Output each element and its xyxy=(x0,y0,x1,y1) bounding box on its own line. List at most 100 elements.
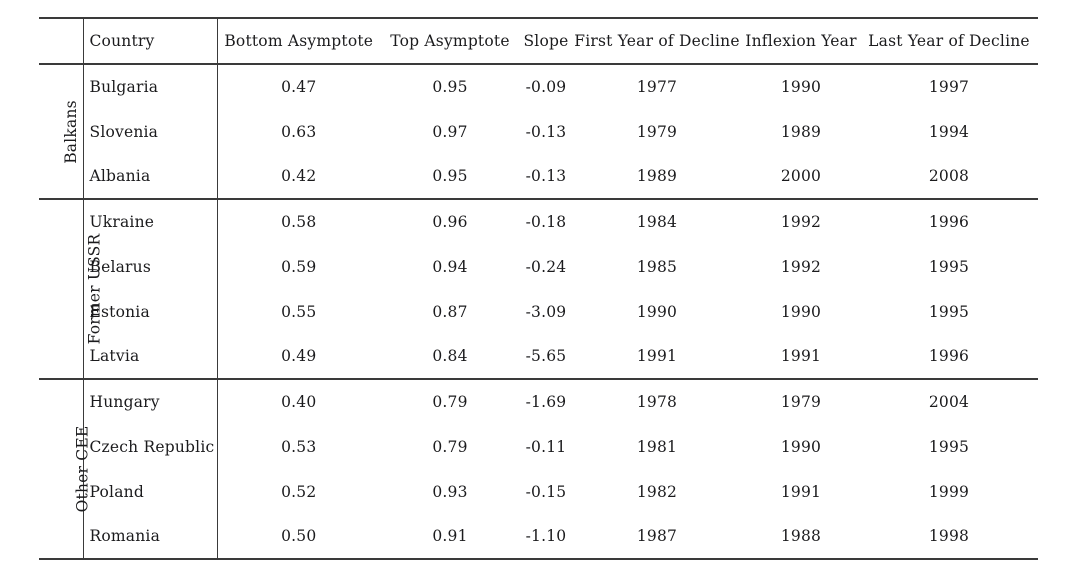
header-last-year-of-decline: Last Year of Decline xyxy=(868,32,1030,50)
cell-first-year-of-decline: 1987 xyxy=(636,527,678,545)
cell-slope: -1.10 xyxy=(525,527,567,545)
cell-last-year-of-decline: 1994 xyxy=(928,122,970,141)
cell-slope: -0.15 xyxy=(525,482,567,501)
table-row: Other CEE Hungary 0.40 0.79 -1.69 1978 1… xyxy=(39,379,1038,559)
cell-top-asymptote: 0.96 xyxy=(432,213,468,231)
cell-last-year-of-decline: 1996 xyxy=(928,347,970,365)
header-slope: Slope xyxy=(523,32,569,50)
cell-slope: -0.11 xyxy=(525,437,567,456)
group-former-ussr: Former USSR Ukraine 0.58 0.96 -0.18 1984… xyxy=(39,199,1038,379)
group-label-text: Other CEE xyxy=(73,425,92,513)
cell-last-year-of-decline: 2004 xyxy=(928,393,970,411)
cell-inflexion-year: 1992 xyxy=(780,213,822,231)
header-top-asymptote: Top Asymptote xyxy=(390,32,510,50)
cell-bottom-asymptote: 0.49 xyxy=(281,347,317,365)
cell-top-asymptote: 0.87 xyxy=(432,302,468,321)
table-row: Czech Republic 0.53 0.79 -0.11 1981 1990… xyxy=(39,424,1038,469)
header-country: Country xyxy=(83,18,218,64)
cell-inflexion-year: 1979 xyxy=(780,393,822,411)
cell-bottom-asymptote: 0.53 xyxy=(281,437,317,456)
table-row: Latvia 0.49 0.84 -5.65 1991 1991 1996 xyxy=(39,334,1038,379)
cell-last-year-of-decline: 1997 xyxy=(928,78,970,96)
group-other-cee: Other CEE Hungary 0.40 0.79 -1.69 1978 1… xyxy=(39,379,1038,559)
cell-top-asymptote: 0.94 xyxy=(432,257,468,276)
cell-top-asymptote: 0.91 xyxy=(432,527,468,545)
cell-last-year-of-decline: 1995 xyxy=(928,257,970,276)
cell-first-year-of-decline: 1977 xyxy=(636,78,678,96)
header-region-spacer xyxy=(39,18,84,64)
table-row: Albania 0.42 0.95 -0.13 1989 2000 2008 xyxy=(39,154,1038,199)
table-row: Romania 0.50 0.91 -1.10 1987 1988 1998 xyxy=(39,514,1038,559)
header-bottom-asymptote: Bottom Asymptote xyxy=(224,32,374,50)
cell-country: Belarus xyxy=(83,244,218,289)
cell-last-year-of-decline: 1996 xyxy=(928,213,970,231)
cell-country: Poland xyxy=(83,469,218,514)
header-inflexion-year: Inflexion Year xyxy=(745,32,857,50)
cell-slope: -5.65 xyxy=(525,347,567,365)
cell-country: Romania xyxy=(83,514,218,559)
cell-slope: -0.09 xyxy=(525,78,567,96)
cell-country: Estonia xyxy=(83,289,218,334)
cell-top-asymptote: 0.79 xyxy=(432,437,468,456)
table-row: Balkans Bulgaria 0.47 0.95 -0.09 1977 19… xyxy=(39,64,1038,199)
cell-bottom-asymptote: 0.50 xyxy=(281,527,317,545)
header-first-year-of-decline: First Year of Decline xyxy=(574,32,740,50)
country-decline-parameters-table: Country Bottom Asymptote Top Asymptote S… xyxy=(39,17,1038,560)
cell-first-year-of-decline: 1981 xyxy=(636,437,678,456)
cell-slope: -1.69 xyxy=(525,393,567,411)
cell-inflexion-year: 1988 xyxy=(780,527,822,545)
cell-country: Latvia xyxy=(83,334,218,379)
cell-country: Bulgaria xyxy=(83,64,218,109)
table-row: Former USSR Ukraine 0.58 0.96 -0.18 1984… xyxy=(39,199,1038,379)
group-label-text: Former USSR xyxy=(85,233,104,345)
group-label-other-cee: Other CEE xyxy=(39,379,91,559)
cell-inflexion-year: 1989 xyxy=(780,122,822,141)
table-row: Estonia 0.55 0.87 -3.09 1990 1990 1995 xyxy=(39,289,1038,334)
cell-inflexion-year: 1991 xyxy=(780,482,822,501)
cell-last-year-of-decline: 1998 xyxy=(928,527,970,545)
cell-country: Ukraine xyxy=(83,199,218,244)
table-row: Poland 0.52 0.93 -0.15 1982 1991 1999 xyxy=(39,469,1038,514)
cell-top-asymptote: 0.97 xyxy=(432,122,468,141)
table-row: Slovenia 0.63 0.97 -0.13 1979 1989 1994 xyxy=(39,109,1038,154)
cell-first-year-of-decline: 1982 xyxy=(636,482,678,501)
header-row: Country Bottom Asymptote Top Asymptote S… xyxy=(39,18,1038,64)
cell-inflexion-year: 1990 xyxy=(780,302,822,321)
cell-slope: -3.09 xyxy=(525,302,567,321)
cell-bottom-asymptote: 0.40 xyxy=(281,393,317,411)
group-label-former-ussr: Former USSR xyxy=(39,199,103,379)
cell-inflexion-year: 1990 xyxy=(780,437,822,456)
cell-country: Slovenia xyxy=(83,109,218,154)
cell-slope: -0.18 xyxy=(525,213,567,231)
cell-bottom-asymptote: 0.55 xyxy=(281,302,317,321)
cell-bottom-asymptote: 0.63 xyxy=(281,122,317,141)
cell-last-year-of-decline: 2008 xyxy=(928,167,970,185)
table-row: Belarus 0.59 0.94 -0.24 1985 1992 1995 xyxy=(39,244,1038,289)
cell-first-year-of-decline: 1979 xyxy=(636,122,678,141)
cell-last-year-of-decline: 1995 xyxy=(928,302,970,321)
table-header: Country Bottom Asymptote Top Asymptote S… xyxy=(39,18,1038,64)
cell-top-asymptote: 0.95 xyxy=(432,78,468,96)
cell-bottom-asymptote: 0.52 xyxy=(281,482,317,501)
cell-inflexion-year: 1990 xyxy=(780,78,822,96)
cell-first-year-of-decline: 1989 xyxy=(636,167,678,185)
cell-country: Hungary xyxy=(83,379,218,424)
cell-first-year-of-decline: 1991 xyxy=(636,347,678,365)
cell-slope: -0.13 xyxy=(525,167,567,185)
group-label-balkans: Balkans xyxy=(39,64,84,199)
cell-first-year-of-decline: 1985 xyxy=(636,257,678,276)
cell-top-asymptote: 0.84 xyxy=(432,347,468,365)
group-label-text: Balkans xyxy=(61,99,80,164)
cell-top-asymptote: 0.95 xyxy=(432,167,468,185)
cell-inflexion-year: 1991 xyxy=(780,347,822,365)
cell-top-asymptote: 0.93 xyxy=(432,482,468,501)
group-balkans: Balkans Bulgaria 0.47 0.95 -0.09 1977 19… xyxy=(39,64,1038,199)
cell-country: Czech Republic xyxy=(83,424,218,469)
cell-bottom-asymptote: 0.59 xyxy=(281,257,317,276)
cell-last-year-of-decline: 1995 xyxy=(928,437,970,456)
cell-top-asymptote: 0.79 xyxy=(432,393,468,411)
cell-first-year-of-decline: 1990 xyxy=(636,302,678,321)
cell-slope: -0.24 xyxy=(525,257,567,276)
cell-last-year-of-decline: 1999 xyxy=(928,482,970,501)
